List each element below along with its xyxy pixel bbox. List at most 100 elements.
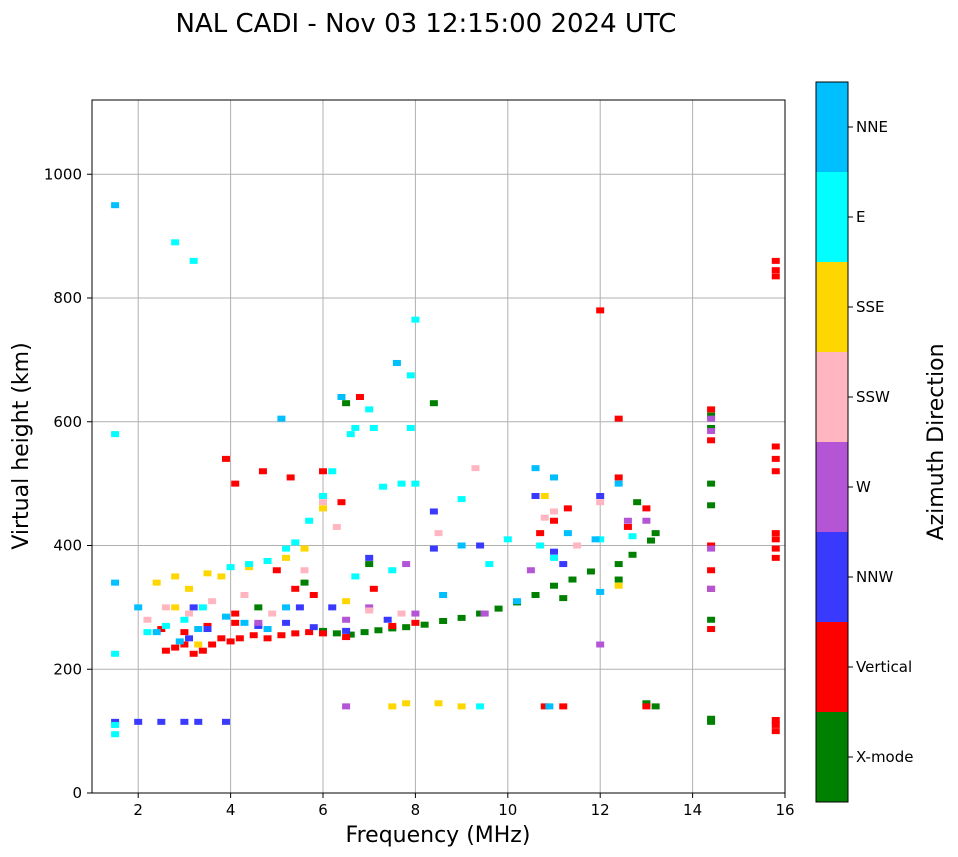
y-tick-label: 0 [72,784,82,802]
point-vertical [771,257,780,264]
point-vertical [559,703,568,710]
point-nne [392,359,401,366]
point-e [503,536,512,543]
point-nne [111,202,120,209]
point-nne [134,604,143,611]
point-e [596,536,605,543]
point-vertical [208,641,217,648]
colorbar-swatch [816,172,848,262]
x-tick-label: 16 [775,801,794,819]
point-nne [221,613,230,620]
data-points [111,202,780,738]
point-x-mode [614,576,623,583]
point-nnw [342,627,351,634]
y-axis-ticks: 0 200 400 600 800 1000 [44,165,92,802]
point-x-mode [254,604,263,611]
point-nne [614,480,623,487]
point-vertical [388,622,397,629]
point-x-mode [707,502,716,509]
point-vertical [231,610,240,617]
point-sse [245,564,254,571]
point-ssw [208,598,217,605]
point-vertical [226,638,235,645]
point-nne [457,542,466,549]
point-sse [152,579,161,586]
point-nnw [429,508,438,515]
x-axis-ticks: 2 4 6 8 10 12 14 16 [133,793,795,819]
y-axis-label: Virtual height (km) [9,342,34,549]
point-x-mode [402,624,411,631]
point-nnw [185,635,194,642]
point-nne [111,579,120,586]
point-nnw [254,622,263,629]
point-ssw [143,616,152,623]
x-tick-label: 12 [591,801,610,819]
point-vertical [707,567,716,574]
colorbar-swatch [816,82,848,172]
chart-title: NAL CADI - Nov 03 12:15:00 2024 UTC [176,9,677,39]
point-nnw [429,545,438,552]
point-nne [531,465,540,472]
point-e [226,564,235,571]
point-x-mode [707,480,716,487]
point-nne [591,536,600,543]
point-ssw [573,542,582,549]
point-vertical [189,650,198,657]
point-x-mode [559,595,568,602]
point-e [369,424,378,431]
point-vertical [286,474,295,481]
point-x-mode [439,617,448,624]
point-vertical [309,592,318,598]
point-e [457,496,466,503]
point-w [342,616,351,623]
point-w [707,545,716,552]
point-vertical [217,635,226,642]
point-sse [282,554,291,561]
point-vertical [707,542,716,549]
point-x-mode [494,605,503,612]
colorbar-label: Azimuth Direction [924,343,949,540]
point-e [351,424,360,431]
point-vertical [258,468,267,475]
point-nnw [157,718,166,725]
point-nne [337,394,346,400]
point-nne [282,604,291,611]
colorbar-tick-label: SSE [856,298,885,316]
point-ssw [319,499,327,506]
point-nne [563,530,572,537]
point-x-mode [707,412,716,419]
point-x-mode [346,631,355,638]
point-vertical [221,455,230,462]
point-e [198,604,207,611]
point-x-mode [476,610,485,617]
point-nnw [559,561,568,568]
point-w [596,641,605,648]
point-nne [513,598,522,605]
point-x-mode [300,579,309,586]
point-ssw [596,499,605,506]
point-e [291,539,300,546]
point-vertical [550,517,558,524]
point-nne [277,415,286,422]
point-nne [439,592,448,598]
point-vertical [291,585,300,592]
colorbar-swatch [816,622,848,712]
point-vertical [305,629,314,636]
point-e [171,239,180,246]
point-sse [540,493,549,499]
x-tick-label: 6 [318,801,328,819]
gridlines [92,100,786,794]
point-vertical [203,622,212,629]
point-vertical [707,626,716,633]
point-vertical [249,632,258,639]
point-e [111,721,120,728]
point-vertical [157,626,166,633]
point-e [351,573,360,580]
point-nnw [476,542,485,549]
point-e [476,703,485,710]
point-x-mode [647,537,656,544]
point-vertical [642,505,651,512]
point-w [342,703,351,710]
point-ssw [434,530,443,537]
point-sse [402,700,411,707]
